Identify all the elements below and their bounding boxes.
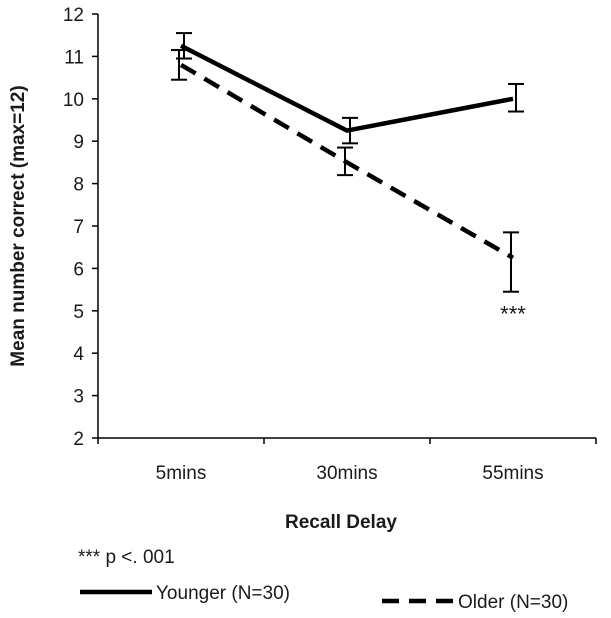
error-bar xyxy=(342,116,358,145)
x-ticks: 5mins 30mins 55mins xyxy=(97,438,597,484)
axes: 2 3 4 5 6 7 8 9 10 11 12 5mins 30mins 55mins xyxy=(63,5,597,484)
error-bar xyxy=(508,82,524,113)
x-tick-label: 30mins xyxy=(316,463,377,484)
legend-label-2: Older (N=30) xyxy=(458,592,568,613)
x-tick-label: 5mins xyxy=(156,463,207,484)
y-tick-label: 8 xyxy=(73,175,84,196)
y-tick-label: 7 xyxy=(73,217,84,238)
y-tick-label: 3 xyxy=(73,387,84,408)
y-ticks: 2 3 4 5 6 7 8 9 10 11 12 xyxy=(63,5,98,450)
series-line-2 xyxy=(179,62,515,260)
y-tick-label: 4 xyxy=(73,344,84,365)
error-bar xyxy=(337,146,353,177)
error-bar xyxy=(503,231,519,293)
legend-label-1: Younger (N=30) xyxy=(156,583,290,604)
legend: Younger (N=30) Older (N=30) xyxy=(80,583,568,613)
y-tick-label: 12 xyxy=(63,5,84,26)
y-tick-label: 11 xyxy=(64,47,84,68)
x-axis-title: Recall Delay xyxy=(285,512,397,533)
y-tick-label: 2 xyxy=(73,429,84,450)
y-tick-label: 5 xyxy=(73,302,84,323)
error-bar xyxy=(171,49,187,81)
x-tick-label: 55mins xyxy=(482,463,543,484)
series-layer xyxy=(171,32,524,293)
y-tick-label: 6 xyxy=(73,259,84,280)
y-tick-label: 9 xyxy=(73,132,84,153)
significance-marker: *** xyxy=(500,302,526,327)
y-axis-title: Mean number correct (max=12) xyxy=(8,85,29,366)
y-tick-label: 10 xyxy=(63,90,84,111)
annotation-layer: *** xyxy=(500,302,526,327)
significance-note: *** p <. 001 xyxy=(78,547,175,568)
